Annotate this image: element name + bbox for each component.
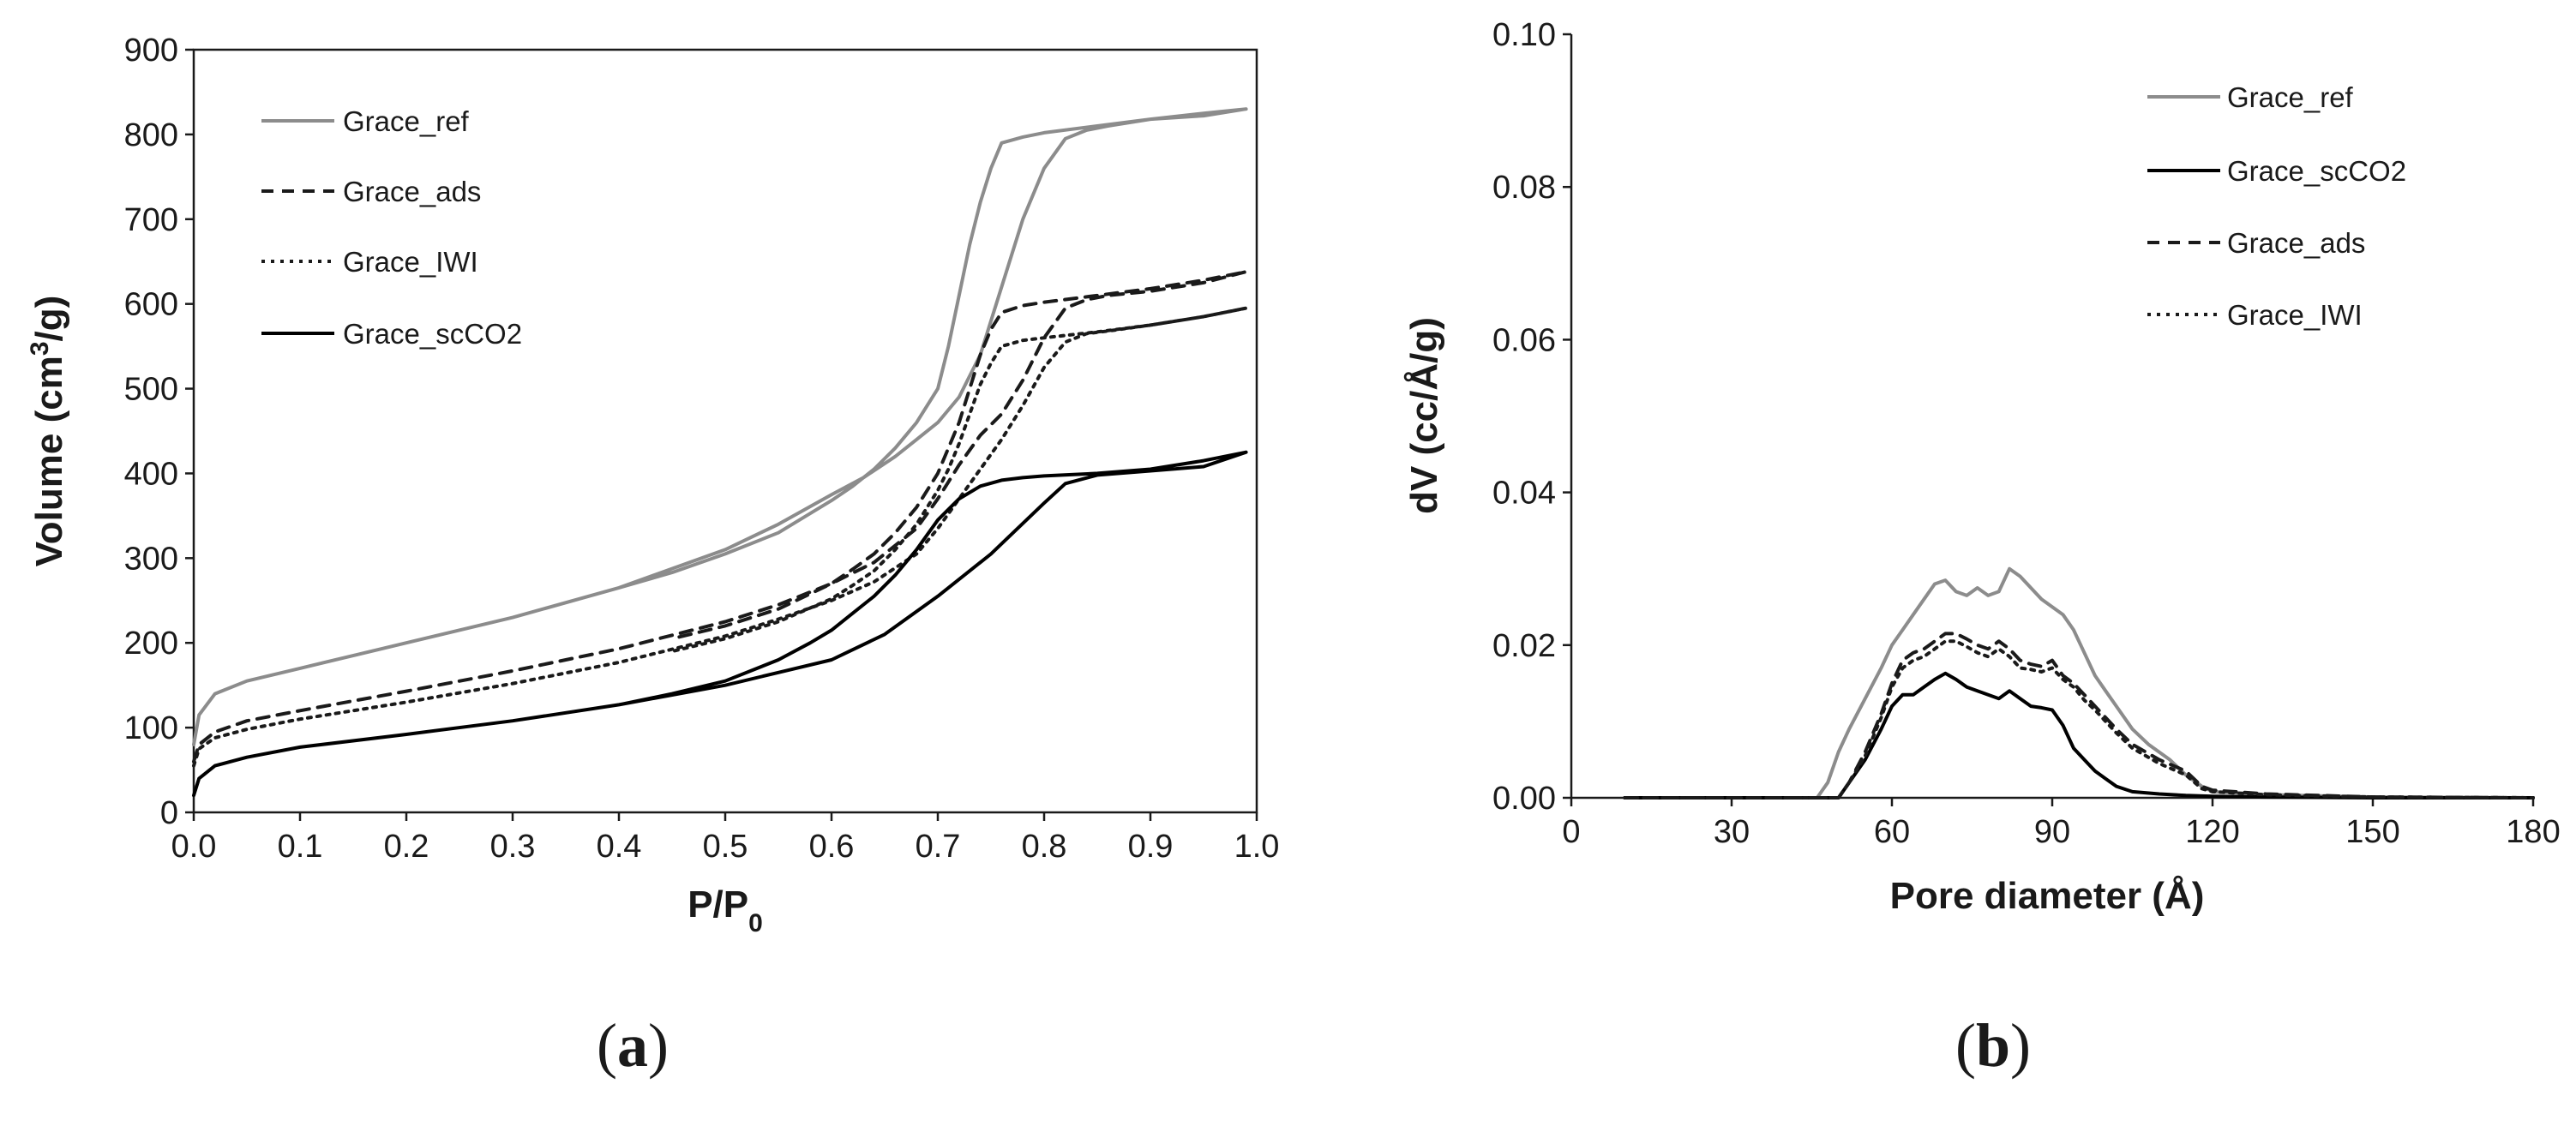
chart-a-legend-label: Grace_ref: [343, 105, 470, 137]
chart-b-x-tick-label: 90: [2034, 814, 2070, 850]
chart-a-x-axis-title: P/P0: [688, 883, 763, 937]
chart-b-panel-caption: (b): [1955, 1011, 2031, 1080]
chart-a-y-tick-label: 100: [124, 710, 178, 746]
chart-a-y-axis-title: Volume (cm3/g): [26, 296, 71, 567]
chart-b-legend-item-grace-scco2: Grace_scCO2: [2147, 155, 2406, 187]
chart-a-y-tick-label: 400: [124, 456, 178, 492]
chart-b-x-tick-label: 150: [2345, 814, 2399, 850]
chart-b-series-grace-scco2: [1623, 671, 2535, 800]
chart-b-series-grace-iwi: [1623, 639, 2535, 800]
chart-a-legend-item-grace-ads: Grace_ads: [261, 176, 481, 207]
chart-a-x-tick-label: 0.3: [490, 829, 536, 865]
chart-a-y-tick-label: 800: [124, 117, 178, 153]
chart-a-series-grace-scco2: [192, 450, 1248, 798]
chart-a-legend: Grace_ref Grace_ads Grace_IWI Grace_scCO…: [261, 105, 522, 350]
chart-b-legend: Grace_ref Grace_scCO2 Grace_ads Grace_IW…: [2147, 81, 2406, 331]
chart-a-x-tick-label: 0.2: [384, 829, 429, 865]
chart-a-x-axis: 0.0 0.1 0.2 0.3 0.4 0.5 0.6 0.7 0.8 0.9 1.0: [171, 812, 1280, 865]
chart-a-y-tick-label: 300: [124, 541, 178, 577]
chart-a-x-tick-label: 0.9: [1128, 829, 1174, 865]
chart-b-legend-item-grace-iwi: Grace_IWI: [2147, 299, 2363, 331]
chart-b-y-tick-label: 0.00: [1492, 781, 1556, 817]
chart-a-legend-item-grace-scco2: Grace_scCO2: [261, 318, 522, 350]
chart-a-legend-label: Grace_scCO2: [343, 318, 522, 350]
chart-a-y-tick-label: 700: [124, 202, 178, 238]
chart-a-x-tick-label: 0.1: [278, 829, 323, 865]
chart-a-x-tick-label: 0.8: [1022, 829, 1067, 865]
chart-b-legend-label: Grace_scCO2: [2227, 155, 2406, 187]
chart-b-legend-label: Grace_IWI: [2227, 299, 2363, 331]
chart-a-y-tick-label: 0: [160, 795, 178, 831]
chart-b-legend-item-grace-ref: Grace_ref: [2147, 81, 2354, 113]
chart-a-y-tick-label: 200: [124, 626, 178, 662]
chart-a-panel-caption: (a): [597, 1011, 669, 1080]
chart-b: 0.00 0.02 0.04 0.06 0.08 0.10 0 30 60 90 120 150 18…: [1403, 17, 2561, 1080]
chart-a-x-tick-label: 1.0: [1234, 829, 1280, 865]
chart-a-x-tick-label: 0.5: [703, 829, 748, 865]
chart-b-y-tick-label: 0.08: [1492, 170, 1556, 206]
chart-a-series: [192, 107, 1248, 798]
chart-a-series-grace-ads: [192, 270, 1248, 764]
chart-b-legend-item-grace-ads: Grace_ads: [2147, 227, 2365, 259]
chart-a-legend-label: Grace_ads: [343, 176, 481, 207]
chart-b-x-tick-label: 60: [1874, 814, 1910, 850]
chart-b-series-grace-ads: [1623, 632, 2535, 800]
chart-a-x-tick-label: 0.7: [916, 829, 961, 865]
chart-a-x-tick-label: 0.4: [597, 829, 642, 865]
chart-b-y-tick-label: 0.06: [1492, 322, 1556, 358]
chart-b-x-tick-label: 180: [2506, 814, 2560, 850]
chart-b-legend-label: Grace_ref: [2227, 81, 2354, 113]
chart-b-y-axis-title: dV (cc/Å/g): [1403, 317, 1445, 514]
chart-b-series: [1623, 566, 2535, 800]
chart-b-y-axis: 0.00 0.02 0.04 0.06 0.08 0.10: [1492, 17, 1571, 817]
chart-a-series-grace-iwi: [192, 306, 1248, 768]
chart-b-legend-label: Grace_ads: [2227, 227, 2365, 259]
chart-b-x-tick-label: 0: [1562, 814, 1580, 850]
chart-b-y-tick-label: 0.02: [1492, 628, 1556, 664]
chart-a-legend-item-grace-iwi: Grace_IWI: [261, 246, 478, 278]
chart-a-y-tick-label: 600: [124, 287, 178, 323]
chart-a-series-grace-ref: [192, 107, 1248, 746]
chart-a-legend-label: Grace_IWI: [343, 246, 478, 278]
chart-a-y-tick-label: 500: [124, 372, 178, 408]
chart-b-y-tick-label: 0.10: [1492, 17, 1556, 53]
chart-b-x-tick-label: 120: [2185, 814, 2239, 850]
chart-b-x-axis-title: Pore diameter (Å): [1890, 875, 2205, 917]
chart-b-y-tick-label: 0.04: [1492, 476, 1556, 512]
chart-b-x-axis: 0 30 60 90 120 150 180: [1562, 798, 2561, 850]
chart-a-y-axis: 0 100 200 300 400 500 600 700 800 900: [124, 33, 194, 831]
chart-a-x-tick-label: 0.6: [809, 829, 855, 865]
chart-a-y-tick-label: 900: [124, 33, 178, 69]
chart-b-series-grace-ref: [1623, 566, 2535, 800]
chart-a-x-tick-label: 0.0: [171, 829, 217, 865]
chart-b-x-tick-label: 30: [1714, 814, 1750, 850]
chart-a-legend-item-grace-ref: Grace_ref: [261, 105, 470, 137]
chart-a-plot-frame: [192, 48, 1258, 814]
